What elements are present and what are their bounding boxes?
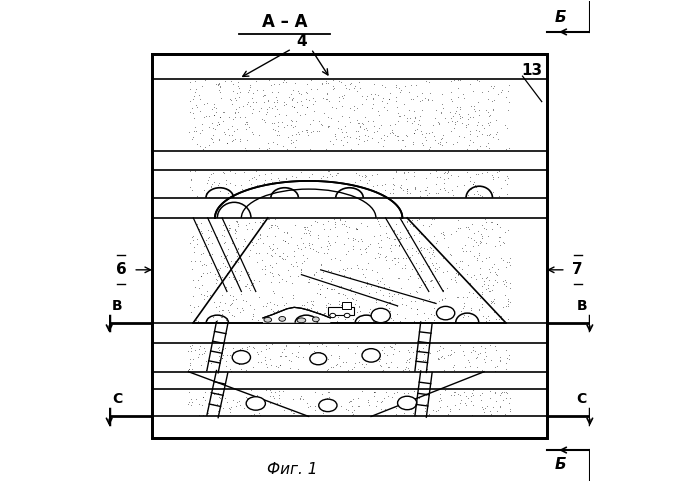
Bar (152, 54, 189, 438)
Text: Фиг. 1: Фиг. 1 (266, 462, 317, 477)
Bar (152, 151, 547, 170)
Ellipse shape (312, 317, 319, 322)
Text: 6: 6 (116, 262, 127, 277)
Ellipse shape (319, 399, 337, 412)
Ellipse shape (279, 317, 286, 321)
Bar (152, 343, 547, 372)
Bar (152, 170, 547, 198)
Bar (152, 54, 547, 438)
Bar (152, 416, 547, 438)
Bar (152, 323, 547, 343)
Bar (152, 389, 547, 416)
Ellipse shape (246, 397, 266, 410)
Bar (152, 54, 547, 438)
Ellipse shape (232, 350, 250, 364)
Text: 4: 4 (296, 34, 307, 49)
Ellipse shape (330, 313, 336, 318)
Ellipse shape (264, 318, 272, 322)
Ellipse shape (297, 318, 305, 323)
Bar (510, 54, 547, 438)
Text: А – А: А – А (262, 13, 308, 31)
Ellipse shape (398, 396, 417, 410)
Bar (152, 54, 547, 79)
Ellipse shape (362, 348, 380, 362)
Ellipse shape (436, 307, 455, 320)
Bar (152, 372, 547, 389)
Text: С: С (113, 392, 122, 406)
Bar (152, 218, 547, 323)
Text: С: С (577, 392, 586, 406)
Text: 7: 7 (572, 262, 583, 277)
Bar (152, 198, 547, 218)
Text: 13: 13 (521, 63, 542, 78)
Text: Б: Б (554, 10, 565, 25)
Bar (343, 302, 351, 309)
Bar (328, 307, 354, 316)
Ellipse shape (371, 308, 390, 323)
Text: Б: Б (554, 457, 565, 472)
Ellipse shape (344, 313, 350, 318)
Polygon shape (215, 181, 403, 218)
Text: В: В (112, 299, 123, 313)
Bar (152, 79, 547, 151)
Ellipse shape (310, 353, 326, 365)
Text: В: В (576, 299, 587, 313)
